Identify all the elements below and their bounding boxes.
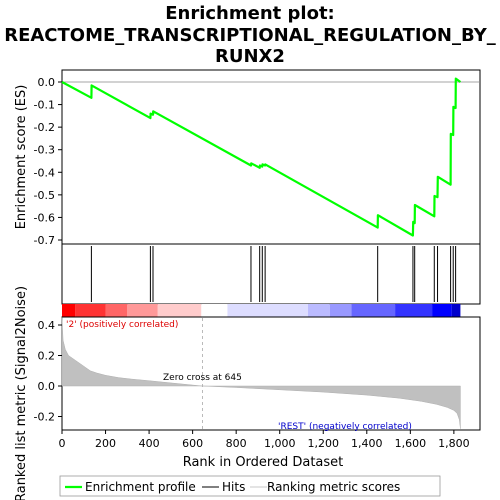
metric-ytick-label: 0.2: [38, 350, 56, 363]
es-yticks: 0.0 -0.1 -0.2 -0.3 -0.4 -0.5 -0.6 -0.7: [34, 76, 62, 247]
x-tick-label: 1,000: [264, 437, 296, 450]
color-bar-segment: [75, 304, 106, 317]
x-tick-label: 0: [59, 437, 66, 450]
metric-ytick-label: 0.4: [38, 319, 56, 332]
color-bar-segment: [329, 304, 352, 317]
color-bar-segment: [62, 304, 76, 317]
es-ytick-label: -0.5: [34, 189, 55, 202]
es-ytick-label: 0.0: [38, 76, 56, 89]
x-tick-label: 1,200: [308, 437, 340, 450]
chart-title-line-3: RUNX2: [215, 46, 285, 67]
x-tick-label: 800: [226, 437, 247, 450]
color-bar-segment: [227, 304, 309, 317]
metric-panel: 0.4 0.2 0.0 -0.2 '2' (positively correlated…: [34, 316, 481, 432]
enrichment-profile-line: [61, 77, 462, 237]
color-bar-segment: [432, 304, 452, 317]
es-ytick-label: -0.4: [34, 166, 55, 179]
negative-correlation-label: 'REST' (negatively correlated): [278, 422, 412, 432]
x-tick-label: 200: [95, 437, 116, 450]
metric-panel-frame: [61, 316, 481, 431]
es-ytick-label: -0.1: [34, 99, 55, 112]
color-bar-segment: [451, 304, 461, 317]
color-bar-segment: [105, 304, 128, 317]
legend-metric-label: Ranking metric scores: [267, 480, 400, 494]
legend-enrichment-label: Enrichment profile: [85, 480, 196, 494]
metric-y-axis-label: Ranked list metric (Signal2Noise): [14, 286, 29, 500]
x-tick-label: 1,600: [395, 437, 427, 450]
metric-ytick-label: 0.0: [38, 380, 56, 393]
hit-lines: [90, 246, 457, 302]
x-tick-label: 1,800: [438, 437, 470, 450]
x-tick-label: 400: [139, 437, 160, 450]
color-bar-segment: [201, 304, 228, 317]
es-ytick-label: -0.7: [34, 234, 55, 247]
es-panel-frame: [61, 69, 481, 245]
es-ytick-label: -0.6: [34, 211, 55, 224]
es-ytick-label: -0.3: [34, 144, 55, 157]
x-tick-label: 1,400: [351, 437, 383, 450]
es-ytick-label: -0.2: [34, 121, 55, 134]
chart-title-line-2: REACTOME_TRANSCRIPTIONAL_REGULATION_BY_: [4, 25, 496, 46]
rank-color-bar: [62, 304, 461, 317]
es-panel: 0.0 -0.1 -0.2 -0.3 -0.4 -0.5 -0.6 -0.7: [34, 69, 481, 247]
color-bar-segment: [127, 304, 158, 317]
metric-ytick-label: -0.2: [34, 411, 55, 424]
color-bar-segment: [157, 304, 202, 317]
legend-frame: [59, 475, 441, 497]
legend-hits-label: Hits: [222, 480, 245, 494]
zero-cross-label: Zero cross at 645: [163, 373, 242, 383]
chart-title-line-1: Enrichment plot:: [165, 3, 335, 24]
color-bar-segment: [395, 304, 433, 317]
hits-panel-frame: [61, 243, 481, 305]
x-axis-label: Rank in Ordered Dataset: [183, 455, 344, 470]
legend: Enrichment profile Hits Ranking metric s…: [59, 475, 441, 497]
metric-yticks: 0.4 0.2 0.0 -0.2: [34, 319, 62, 424]
color-bar-segment: [308, 304, 330, 317]
x-tick-label: 600: [182, 437, 203, 450]
positive-correlation-label: '2' (positively correlated): [66, 320, 178, 330]
color-bar-segment: [351, 304, 396, 317]
hits-panel: [61, 243, 481, 305]
x-axis-ticks: 0 200 400 600 800 1,000 1,200 1,400 1,600 1,800: [59, 430, 470, 450]
es-y-axis-label: Enrichment score (ES): [14, 85, 29, 230]
